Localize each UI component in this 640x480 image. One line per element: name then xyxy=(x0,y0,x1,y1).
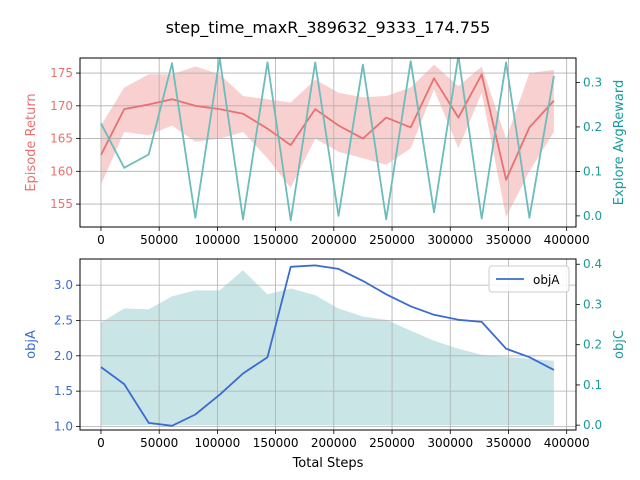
y-tick-label: 160 xyxy=(50,164,73,178)
y2-tick-label: 0.0 xyxy=(583,418,602,432)
x-tick-label: 400000 xyxy=(544,233,590,247)
bottom-grid xyxy=(80,259,576,430)
bottom-y2-axis-label: objC xyxy=(612,330,627,359)
x-tick-label: 0 xyxy=(97,436,105,450)
bottom-y-axis-label: objA xyxy=(24,330,39,359)
y-tick-label: 170 xyxy=(50,99,73,113)
bottom-panel: 0 50000 100000 150000 200000 250000 300000 3500… xyxy=(24,257,627,450)
y2-tick-label: 0.4 xyxy=(583,257,602,271)
top-grid xyxy=(80,58,576,227)
top-panel: 0 50000 100000 150000 200000 250000 300000 3500… xyxy=(24,57,627,247)
top-y2-axis-label: Explore AvgReward xyxy=(612,80,627,205)
y-tick-label: 2.0 xyxy=(54,349,73,363)
top-frame xyxy=(79,57,577,228)
x-tick-label: 200000 xyxy=(311,436,357,450)
y-tick-label: 3.0 xyxy=(54,278,73,292)
x-tick-label: 100000 xyxy=(194,233,240,247)
explore-avgreward-line xyxy=(100,58,555,222)
episode-return-line xyxy=(100,73,555,181)
x-tick-label: 150000 xyxy=(253,436,299,450)
x-tick-label: 100000 xyxy=(194,436,240,450)
y-tick-label: 155 xyxy=(50,197,73,211)
x-tick-label: 350000 xyxy=(486,436,532,450)
y-tick-label: 165 xyxy=(50,132,73,146)
legend-box xyxy=(488,265,570,293)
x-tick-label: 300000 xyxy=(427,436,473,450)
figure-title: step_time_maxR_389632_9333_174.755 xyxy=(166,18,491,38)
legend: objA xyxy=(488,265,570,293)
y2-tick-label: 0.0 xyxy=(583,209,602,223)
top-y-axis-label: Episode Return xyxy=(24,93,39,191)
x-axis-label: Total Steps xyxy=(292,456,364,471)
y2-tick-label: 0.1 xyxy=(583,164,602,178)
legend-label-objA: objA xyxy=(533,273,560,287)
bottom-data-layer xyxy=(101,270,554,426)
y-tick-label: 175 xyxy=(50,66,73,80)
y-tick-label: 2.5 xyxy=(54,313,73,327)
x-tick-label: 350000 xyxy=(486,233,532,247)
x-tick-label: 50000 xyxy=(140,436,178,450)
x-tick-label: 400000 xyxy=(544,436,590,450)
x-tick-label: 250000 xyxy=(369,436,415,450)
bottom-lines xyxy=(100,264,555,427)
x-tick-label: 150000 xyxy=(253,233,299,247)
top-lines xyxy=(100,58,555,222)
x-tick-label: 300000 xyxy=(427,233,473,247)
y2-tick-label: 0.2 xyxy=(583,120,602,134)
objA-line xyxy=(100,264,555,427)
y2-tick-label: 0.3 xyxy=(583,297,602,311)
x-tick-label: 200000 xyxy=(311,233,357,247)
y2-tick-label: 0.2 xyxy=(583,338,602,352)
y2-tick-label: 0.3 xyxy=(583,75,602,89)
objC-area xyxy=(101,270,554,426)
y2-tick-label: 0.1 xyxy=(583,378,602,392)
x-tick-label: 0 xyxy=(97,233,105,247)
x-tick-label: 50000 xyxy=(140,233,178,247)
x-tick-label: 250000 xyxy=(369,233,415,247)
y-tick-label: 1.5 xyxy=(54,384,73,398)
y-tick-label: 1.0 xyxy=(54,419,73,433)
